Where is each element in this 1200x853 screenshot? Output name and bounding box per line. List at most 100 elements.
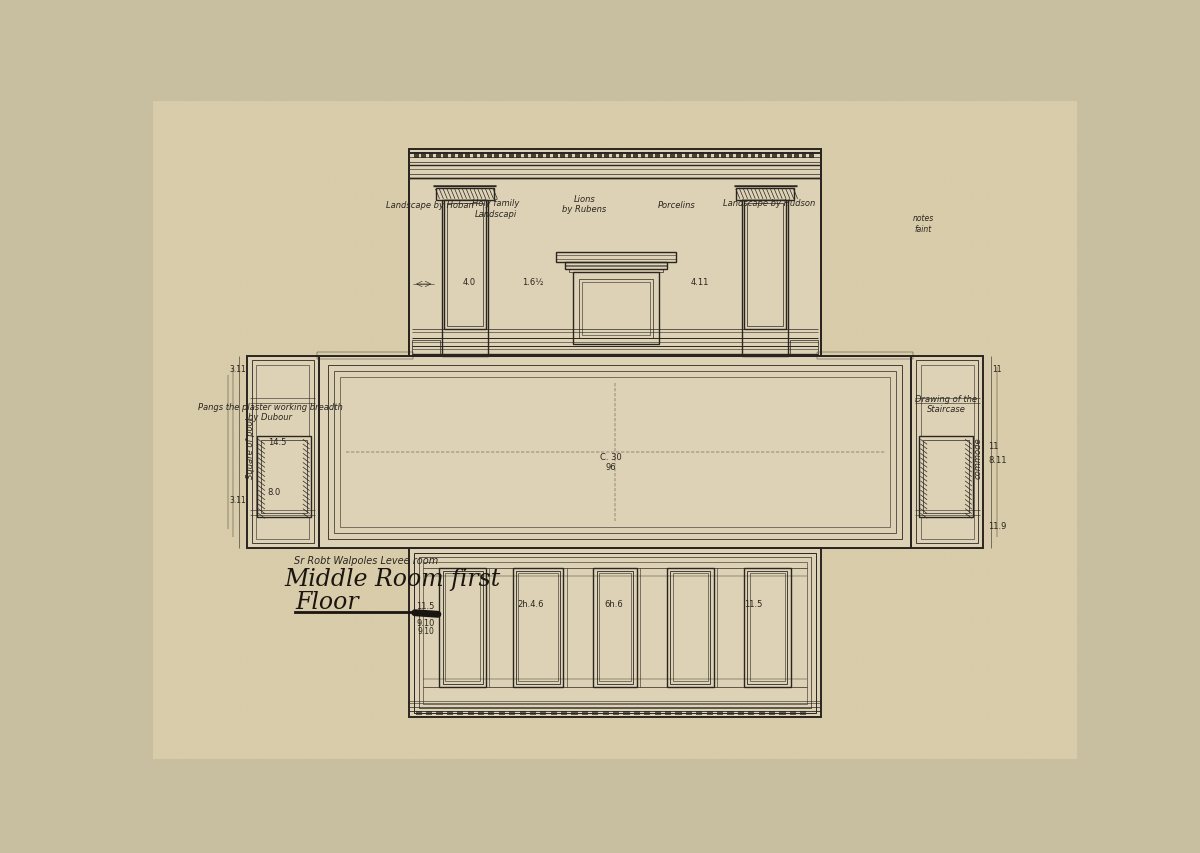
Bar bbox=[571, 711, 577, 716]
Bar bbox=[499, 711, 505, 716]
Bar bbox=[686, 711, 692, 716]
Bar bbox=[718, 711, 724, 716]
Bar bbox=[328, 365, 902, 539]
Bar bbox=[539, 154, 544, 160]
Bar bbox=[665, 711, 671, 716]
Text: 11: 11 bbox=[989, 442, 998, 450]
Bar bbox=[605, 154, 608, 160]
Text: 8.0: 8.0 bbox=[268, 488, 281, 496]
Bar bbox=[612, 154, 616, 160]
Bar bbox=[480, 154, 485, 160]
Bar bbox=[634, 154, 638, 160]
Text: 9.10: 9.10 bbox=[416, 618, 434, 627]
Bar bbox=[736, 154, 740, 160]
Bar bbox=[437, 711, 443, 716]
Bar bbox=[502, 154, 506, 160]
Bar bbox=[530, 711, 536, 716]
Bar bbox=[247, 357, 318, 548]
Bar bbox=[446, 711, 452, 716]
Bar bbox=[334, 372, 896, 533]
Bar bbox=[802, 154, 806, 160]
Text: 4.0: 4.0 bbox=[462, 277, 475, 287]
Bar bbox=[516, 154, 521, 160]
Bar bbox=[670, 154, 674, 160]
Bar bbox=[414, 553, 816, 713]
Bar bbox=[409, 150, 821, 357]
Bar bbox=[677, 154, 682, 160]
Bar bbox=[634, 711, 640, 716]
Bar bbox=[546, 154, 551, 160]
Bar bbox=[673, 574, 708, 682]
Text: 11: 11 bbox=[992, 364, 1002, 374]
Text: 11.9: 11.9 bbox=[989, 521, 1007, 531]
Bar bbox=[750, 154, 755, 160]
Bar bbox=[439, 568, 486, 687]
Bar bbox=[436, 154, 440, 160]
Bar bbox=[766, 154, 769, 160]
Bar bbox=[518, 574, 558, 682]
Bar bbox=[488, 711, 494, 716]
Bar bbox=[468, 711, 474, 716]
Bar bbox=[318, 357, 912, 548]
Bar bbox=[773, 154, 778, 160]
Bar bbox=[619, 154, 624, 160]
Bar bbox=[419, 558, 811, 708]
Text: Middle Room first: Middle Room first bbox=[284, 567, 500, 590]
Bar bbox=[594, 568, 636, 687]
Bar bbox=[912, 357, 983, 548]
Bar bbox=[742, 200, 788, 357]
Bar bbox=[509, 154, 514, 160]
Bar bbox=[478, 711, 484, 716]
Bar bbox=[790, 341, 818, 357]
Bar bbox=[692, 154, 697, 160]
Bar bbox=[582, 711, 588, 716]
Text: C. 30
96: C. 30 96 bbox=[600, 452, 622, 472]
Bar bbox=[685, 154, 689, 160]
Text: 9.10: 9.10 bbox=[418, 626, 434, 635]
Bar bbox=[599, 574, 631, 682]
Bar bbox=[700, 154, 704, 160]
Bar bbox=[572, 273, 659, 345]
Bar bbox=[738, 711, 744, 716]
Bar bbox=[340, 378, 890, 527]
Bar bbox=[644, 711, 650, 716]
Bar bbox=[667, 568, 714, 687]
Bar bbox=[596, 154, 601, 160]
Bar bbox=[750, 574, 785, 682]
Bar bbox=[551, 711, 557, 716]
Bar bbox=[572, 273, 659, 345]
Bar bbox=[256, 365, 310, 539]
Bar bbox=[613, 711, 619, 716]
Bar bbox=[458, 154, 462, 160]
Bar bbox=[556, 252, 676, 263]
Bar bbox=[520, 711, 526, 716]
Bar bbox=[749, 711, 755, 716]
Bar bbox=[415, 711, 421, 716]
Bar bbox=[260, 441, 307, 514]
Bar bbox=[916, 361, 978, 544]
Bar bbox=[912, 357, 983, 548]
Text: Landscape by Hoban: Landscape by Hoban bbox=[386, 200, 474, 210]
Bar bbox=[578, 279, 653, 339]
Bar bbox=[439, 568, 486, 687]
Bar bbox=[655, 154, 660, 160]
Bar bbox=[436, 189, 494, 200]
Bar bbox=[473, 154, 478, 160]
Bar bbox=[409, 548, 821, 717]
Bar bbox=[436, 189, 494, 200]
Bar bbox=[257, 437, 311, 518]
Bar bbox=[920, 365, 974, 539]
Bar bbox=[648, 154, 653, 160]
Bar bbox=[582, 154, 587, 160]
Bar bbox=[409, 548, 821, 717]
Bar bbox=[736, 189, 794, 200]
Bar bbox=[923, 441, 970, 514]
Bar bbox=[451, 154, 455, 160]
Bar bbox=[594, 568, 636, 687]
Bar bbox=[809, 154, 814, 160]
Bar bbox=[748, 204, 782, 326]
Bar bbox=[487, 154, 492, 160]
Text: Drawing of the
Staircase: Drawing of the Staircase bbox=[916, 395, 977, 414]
Bar bbox=[626, 154, 631, 160]
Text: Holy family
Landscapi: Holy family Landscapi bbox=[472, 200, 520, 218]
